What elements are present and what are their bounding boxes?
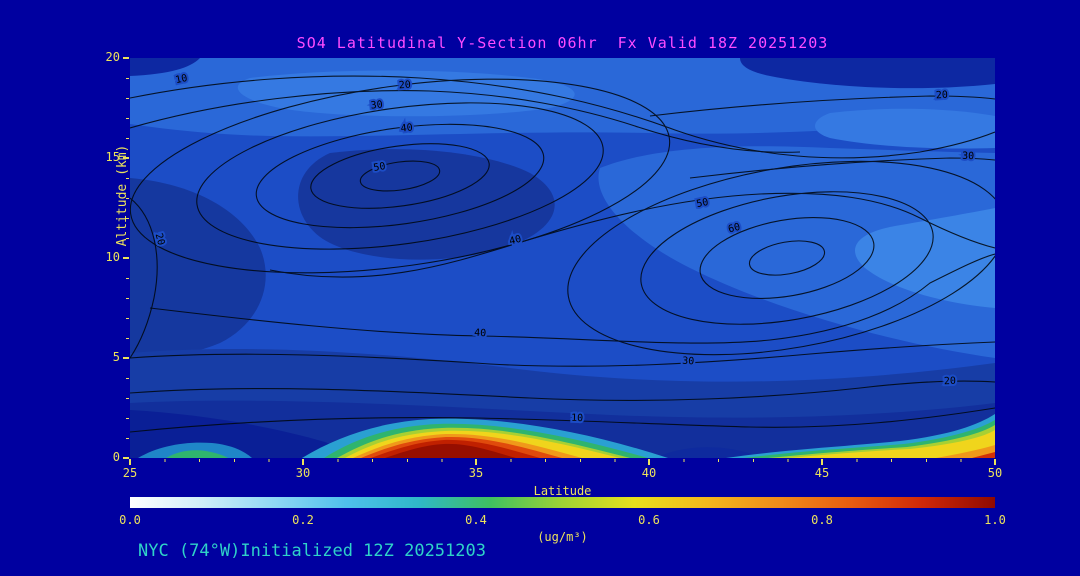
contour-label: 30 <box>682 356 695 368</box>
x-axis-minor-ticks <box>130 459 996 462</box>
contour-lines <box>130 75 995 433</box>
footer-init-label: NYC (74°W)Initialized 12Z 20251203 <box>138 541 486 561</box>
contour-label: 20 <box>398 80 411 92</box>
x-tick-label: 35 <box>468 466 484 480</box>
page-title: SO4 Latitudinal Y-Section 06hr Fx Valid … <box>296 34 829 52</box>
contour-plot: 10 20 30 40 50 20 30 20 40 50 60 40 30 2… <box>130 58 995 458</box>
x-axis-tick <box>302 459 304 465</box>
y-tick-label: 0 <box>112 450 120 464</box>
x-axis-tick <box>648 459 650 465</box>
contour-label: 10 <box>571 413 583 424</box>
x-axis-tick <box>821 459 823 465</box>
colorbar-tick-label: 0.8 <box>811 513 833 527</box>
y-axis-tick <box>123 157 129 159</box>
contour-label: 40 <box>400 122 413 134</box>
x-tick-label: 45 <box>814 466 830 480</box>
contour-labels: 10 20 30 40 50 20 30 20 40 50 60 40 30 2… <box>151 71 977 426</box>
colorbar-gradient <box>130 497 995 508</box>
x-tick-label: 30 <box>295 466 311 480</box>
y-tick-label: 10 <box>105 250 120 264</box>
surface-plume-secondary <box>726 414 995 458</box>
contour-label: 20 <box>944 376 956 387</box>
contour-label: 50 <box>373 161 387 174</box>
x-tick-label: 40 <box>641 466 657 480</box>
colorbar-tick-label: 0.0 <box>119 513 141 527</box>
surface-plume-main <box>302 418 668 458</box>
y-axis-tick <box>123 457 129 459</box>
colorbar-tick-label: 1.0 <box>984 513 1006 527</box>
colorbar-units-label: (ug/m³) <box>537 530 588 544</box>
contour-label: 10 <box>174 73 188 86</box>
contour-label: 40 <box>474 328 487 340</box>
y-axis-tick <box>123 357 129 359</box>
x-axis-tick <box>475 459 477 465</box>
y-axis-label: Altitude (km) <box>115 144 130 247</box>
y-axis-tick <box>123 257 129 259</box>
y-tick-label: 5 <box>112 350 120 364</box>
colorbar-tick-label: 0.6 <box>638 513 660 527</box>
contour-label: 20 <box>936 90 949 102</box>
contour-label: 60 <box>727 222 741 236</box>
x-axis-label: Latitude <box>533 484 592 498</box>
contour-label: 30 <box>370 99 383 111</box>
contour-label: 50 <box>695 197 709 210</box>
contour-label: 20 <box>153 232 167 246</box>
colorbar-tick-label: 0.4 <box>465 513 487 527</box>
contour-label: 30 <box>962 151 974 162</box>
contour-label: 40 <box>508 234 522 248</box>
x-axis-tick <box>994 459 996 465</box>
x-tick-label: 50 <box>987 466 1003 480</box>
colorbar-tick-label: 0.2 <box>292 513 314 527</box>
x-axis-tick <box>129 459 131 465</box>
fill-layers <box>130 58 995 458</box>
y-axis-tick <box>123 57 129 59</box>
x-tick-label: 25 <box>122 466 138 480</box>
y-tick-label: 20 <box>105 50 120 64</box>
y-tick-label: 15 <box>105 150 120 164</box>
